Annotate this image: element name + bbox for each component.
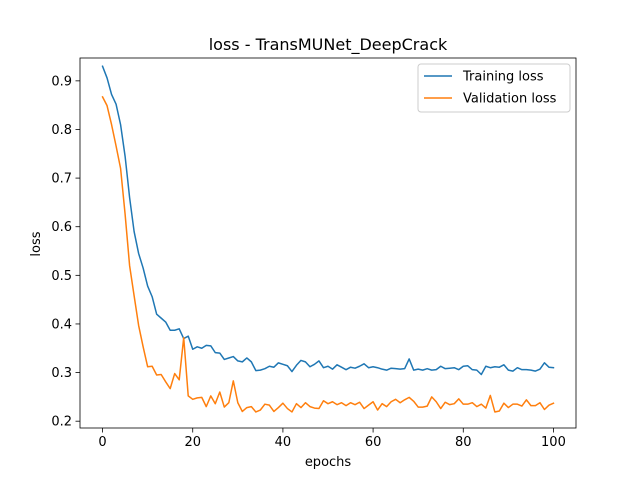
x-tick-label: 20 [184, 435, 201, 450]
plot-area: 0 20 40 60 80 100 0.2 0.3 0.4 0.5 0.6 0.7 0.8 0.9 [51, 57, 577, 450]
y-tick-label: 0.2 [51, 415, 72, 430]
legend-label-training-loss: Training loss [462, 70, 544, 85]
series-line-training-loss [101, 65, 555, 376]
y-tick-label: 0.5 [51, 269, 72, 284]
legend-label-validation-loss: Validation loss [463, 92, 557, 107]
x-tick-label: 60 [365, 435, 382, 450]
y-tick-label: 0.4 [51, 317, 72, 332]
y-tick-label: 0.8 [51, 123, 72, 138]
legend: Training loss Validation loss [417, 63, 571, 113]
x-axis-label: epochs [305, 455, 352, 470]
y-axis-label: loss [29, 231, 44, 256]
x-tick-label: 0 [98, 435, 106, 450]
x-tick-label: 100 [541, 435, 566, 450]
x-tick-label: 80 [455, 435, 472, 450]
y-tick-label: 0.6 [51, 220, 72, 235]
chart-title: loss - TransMUNet_DeepCrack [209, 35, 448, 55]
y-tick-label: 0.7 [51, 172, 72, 187]
y-tick-label: 0.9 [51, 74, 72, 89]
x-tick-label: 40 [275, 435, 292, 450]
legend-box [417, 63, 571, 113]
y-tick-label: 0.3 [51, 366, 72, 381]
series-line-validation-loss [101, 95, 555, 413]
axes-frame [79, 57, 577, 429]
